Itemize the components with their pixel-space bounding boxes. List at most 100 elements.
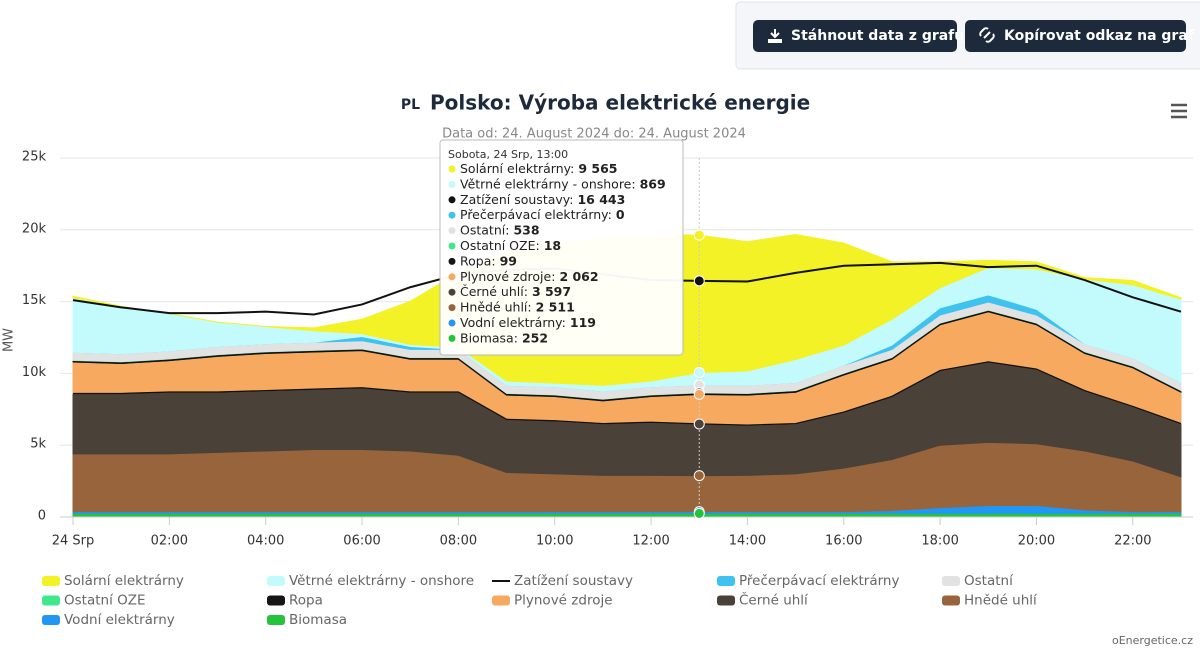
legend-label: Biomasa xyxy=(289,612,347,628)
y-tick-label: 15k xyxy=(22,293,47,308)
tooltip-value: 16 443 xyxy=(577,191,625,206)
legend-swatch xyxy=(42,595,60,606)
tooltip-row: Biomasa: 252 xyxy=(460,330,548,345)
legend-label: Vodní elektrárny xyxy=(64,612,175,628)
legend-item[interactable]: Větrné elektrárny - onshore xyxy=(267,573,474,589)
tooltip-bullet xyxy=(448,211,456,219)
x-tick-label: 16:00 xyxy=(825,534,862,549)
x-tick-label: 08:00 xyxy=(440,534,477,549)
legend-label: Plynové zdroje xyxy=(514,593,613,609)
x-tick-label: 06:00 xyxy=(343,534,380,549)
legend-label: Zatížení soustavy xyxy=(514,573,633,589)
tooltip-row: Černé uhlí: 3 597 xyxy=(460,284,571,299)
tooltip-row: Ropa: 99 xyxy=(460,253,517,268)
tooltip-value: 2 511 xyxy=(536,299,575,314)
y-tick-label: 25k xyxy=(22,150,47,165)
legend-label: Ropa xyxy=(289,593,323,609)
area-outline xyxy=(73,361,1182,426)
legend-item[interactable]: Vodní elektrárny xyxy=(42,612,175,628)
tooltip-value: 0 xyxy=(616,207,625,222)
tooltip-separator: : xyxy=(631,176,635,191)
tooltip-box xyxy=(439,139,684,356)
download-icon xyxy=(768,29,782,43)
tooltip-separator: : xyxy=(551,268,555,283)
hover-marker xyxy=(693,229,705,241)
legend-item[interactable]: Hnědé uhlí xyxy=(942,593,1038,609)
legend-label: Ostatní OZE xyxy=(64,593,146,609)
area-11 xyxy=(72,512,1182,518)
tooltip-bullet xyxy=(448,273,456,281)
tooltip-bullet xyxy=(448,288,456,296)
tooltip-separator: : xyxy=(527,299,531,314)
area-outline xyxy=(72,310,1182,402)
tooltip-row: Plynové zdroje: 2 062 xyxy=(460,268,599,283)
tooltip-separator: : xyxy=(562,315,566,330)
tooltip-separator: : xyxy=(491,253,495,268)
button-label: Stáhnout data z grafu xyxy=(791,28,964,44)
tooltip-series-name: Ropa xyxy=(460,253,491,268)
x-tick-label: 12:00 xyxy=(632,534,669,549)
tooltip-separator: : xyxy=(570,161,574,176)
hover-marker xyxy=(693,275,705,287)
legend-item[interactable]: Přečerpávací elektrárny xyxy=(717,573,899,589)
legend-swatch xyxy=(942,576,960,586)
credit: oEnergetice.cz xyxy=(1112,634,1193,647)
tooltip-bullet xyxy=(448,196,456,204)
tooltip-series-name: Černé uhlí xyxy=(460,284,524,299)
x-tick-label: 14:00 xyxy=(729,534,766,549)
legend-item[interactable]: Zatížení soustavy xyxy=(492,573,633,589)
tooltip-separator: : xyxy=(569,191,573,206)
legend-swatch xyxy=(42,576,60,586)
tooltip-series-name: Větrné elektrárny - onshore xyxy=(460,176,632,191)
tooltip-series-name: Ostatní OZE xyxy=(460,238,536,253)
legend-swatch xyxy=(717,595,735,606)
tooltip-separator: : xyxy=(535,238,539,253)
legend-label: Ostatní xyxy=(964,573,1014,589)
title-prefix: PL xyxy=(401,97,420,113)
legend-item[interactable]: Biomasa xyxy=(267,612,347,628)
chart-title: Polsko: Výroba elektrické energie xyxy=(430,91,810,115)
tooltip-row: Přečerpávací elektrárny: 0 xyxy=(460,207,625,222)
button-bg xyxy=(965,20,1186,52)
y-tick-label: 0 xyxy=(38,509,46,524)
legend-item[interactable]: Ostatní OZE xyxy=(42,593,146,609)
download-button[interactable]: Stáhnout data z grafu xyxy=(753,20,964,52)
copy-link-button[interactable]: Kopírovat odkaz na graf xyxy=(965,20,1195,52)
legend-swatch xyxy=(267,576,285,586)
tooltip-bullet xyxy=(448,242,456,250)
hover-marker xyxy=(693,470,705,482)
menu-icon xyxy=(1171,103,1187,119)
x-tick-label: 20:00 xyxy=(1018,534,1055,549)
tooltip-value: 869 xyxy=(640,176,666,191)
tooltip-series-name: Solární elektrárny xyxy=(460,161,572,176)
tooltip-series-name: Zatížení soustavy xyxy=(460,191,571,206)
x-tick-label: 04:00 xyxy=(247,534,284,549)
tooltip-series-name: Přečerpávací elektrárny xyxy=(460,207,609,222)
tooltip-bullet xyxy=(448,334,456,342)
legend-item[interactable]: Ropa xyxy=(267,593,323,609)
tooltip-value: 99 xyxy=(500,253,517,268)
tooltip-value: 3 597 xyxy=(532,284,571,299)
tooltip-separator: : xyxy=(514,330,518,345)
legend-label: Hnědé uhlí xyxy=(964,593,1038,609)
menu-button[interactable] xyxy=(1171,103,1187,119)
hover-marker xyxy=(693,388,705,400)
tooltip-value: 18 xyxy=(544,238,561,253)
legend-label: Solární elektrárny xyxy=(64,573,184,589)
tooltip-series-name: Biomasa xyxy=(460,330,514,345)
legend-item[interactable]: Černé uhlí xyxy=(717,591,809,609)
legend-item[interactable]: Ostatní xyxy=(942,573,1014,589)
legend-swatch xyxy=(267,615,285,625)
legend-item[interactable]: Plynové zdroje xyxy=(492,593,613,609)
tooltip-title: Sobota, 24 Srp, 13:00 xyxy=(448,148,568,161)
x-tick-label: 22:00 xyxy=(1114,534,1151,549)
hover-marker xyxy=(693,418,705,430)
tooltip-row: Větrné elektrárny - onshore: 869 xyxy=(460,176,666,191)
chart-subtitle: Data od: 24. August 2024 do: 24. August … xyxy=(442,127,746,142)
hover-marker xyxy=(693,507,705,519)
legend-item[interactable]: Solární elektrárny xyxy=(42,573,184,589)
x-tick-label: 02:00 xyxy=(151,534,188,549)
